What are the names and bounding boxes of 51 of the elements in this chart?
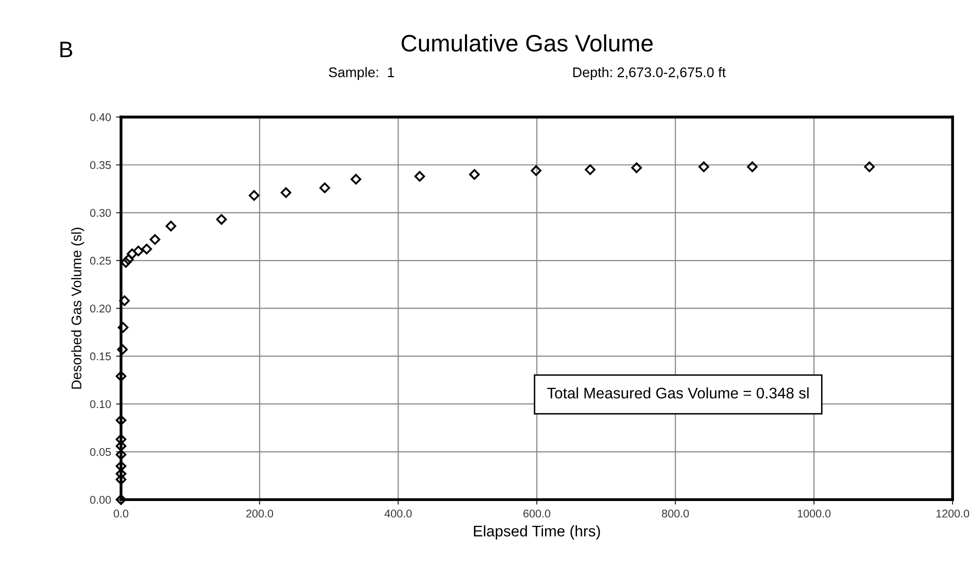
x-tick-label: 1200.0 xyxy=(936,510,970,518)
point xyxy=(116,460,126,472)
point xyxy=(216,214,227,225)
point xyxy=(530,165,542,176)
point xyxy=(120,257,132,268)
x-axis-title: Elapsed Time (hrs) xyxy=(474,525,600,540)
point xyxy=(414,171,426,182)
point xyxy=(116,474,126,485)
y-tick-label: 0.00 xyxy=(90,496,111,504)
point xyxy=(864,161,875,172)
point xyxy=(118,322,128,333)
point xyxy=(141,244,152,254)
x-tick-label: 400.0 xyxy=(384,510,412,518)
y-axis-title: Desorbed Gas Volume (sl) xyxy=(71,228,84,389)
point xyxy=(116,449,126,460)
point xyxy=(166,220,176,232)
x-tick-label: 200.0 xyxy=(246,510,274,518)
point xyxy=(584,164,596,175)
point xyxy=(698,161,710,172)
y-tick-label: 0.15 xyxy=(90,352,111,360)
chart-subtitle: Sample: 1 Depth: 2,673.0-2,675.0 ft xyxy=(328,67,726,80)
point xyxy=(119,295,130,306)
point xyxy=(746,161,758,172)
point xyxy=(280,187,292,198)
point xyxy=(469,169,480,180)
y-tick-label: 0.05 xyxy=(90,448,111,456)
x-tick-label: 600.0 xyxy=(523,510,550,518)
y-tick-label: 0.35 xyxy=(90,161,111,170)
y-tick-label: 0.10 xyxy=(90,400,111,408)
point xyxy=(117,344,128,355)
point xyxy=(116,370,126,382)
y-tick-label: 0.25 xyxy=(90,256,111,265)
y-tick-label: 0.30 xyxy=(90,208,111,217)
point xyxy=(116,414,126,426)
point xyxy=(116,494,126,505)
y-tick-label: 0.40 xyxy=(90,113,111,122)
point xyxy=(126,248,138,260)
point xyxy=(123,254,134,265)
y-tick-label: 0.20 xyxy=(90,304,111,312)
annotation: Total Measured Gas Volume = 0.348 sl xyxy=(547,387,809,399)
x-tick-label: 0.0 xyxy=(114,510,128,518)
chart-title: Cumulative Gas Volume xyxy=(402,34,653,52)
x-tick-label: 1000.0 xyxy=(798,510,831,518)
point xyxy=(248,190,260,201)
text: B xyxy=(60,42,72,58)
point xyxy=(631,162,642,174)
point xyxy=(319,182,330,194)
point xyxy=(133,246,144,256)
point xyxy=(350,174,362,185)
point xyxy=(150,234,160,245)
x-tick-label: 800.0 xyxy=(662,510,689,518)
